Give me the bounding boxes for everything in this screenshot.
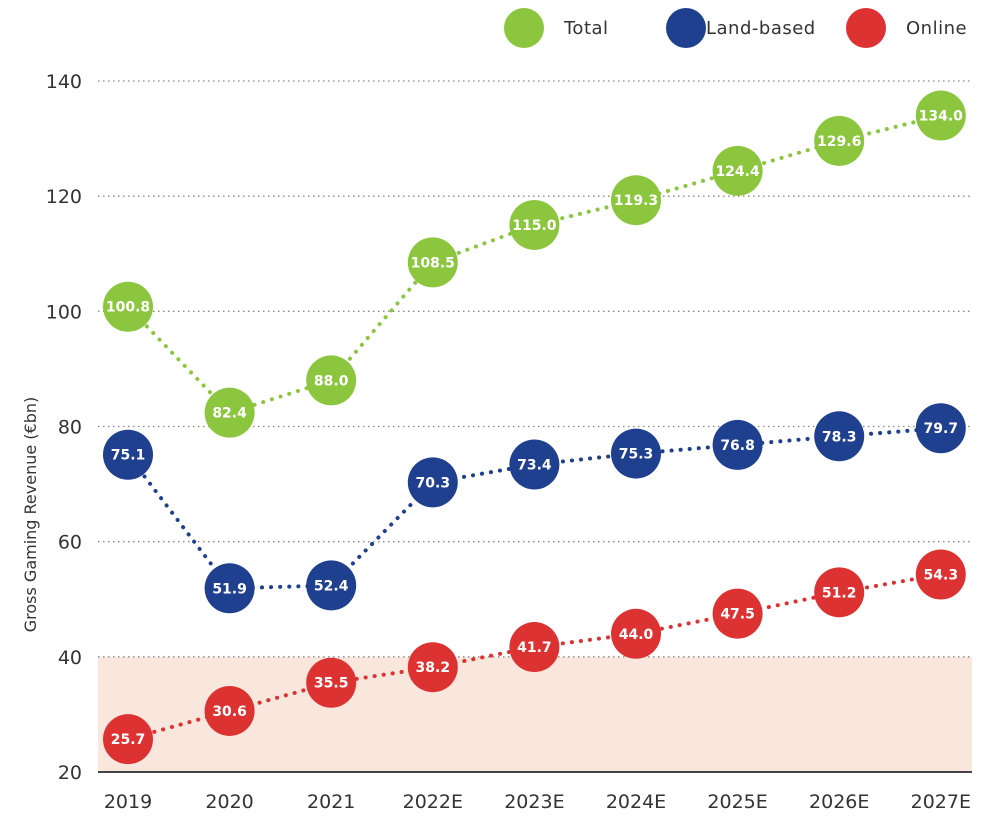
data-label: 76.8: [720, 438, 755, 454]
data-point: [306, 657, 357, 708]
data-label: 25.7: [111, 732, 146, 748]
data-point: [407, 237, 458, 288]
legend-item: Total: [504, 8, 609, 48]
data-label: 70.3: [416, 475, 451, 491]
x-tick-label: 2020: [205, 791, 253, 813]
y-tick-label: 60: [58, 532, 82, 554]
data-label: 41.7: [517, 640, 552, 656]
x-tick-label: 2023E: [504, 791, 564, 813]
data-point: [509, 199, 560, 250]
data-point: [611, 608, 661, 659]
x-tick-label: 2024E: [606, 791, 666, 813]
y-tick-label: 40: [58, 647, 82, 669]
y-tick-label: 80: [58, 417, 82, 439]
data-label: 134.0: [919, 109, 964, 125]
data-point: [814, 411, 865, 462]
x-tick-label: 2019: [104, 791, 152, 813]
data-point: [103, 281, 153, 332]
data-label: 79.7: [924, 421, 959, 437]
data-point: [712, 419, 763, 470]
data-point: [509, 622, 560, 673]
series-total: 100.8 82.4 88.0 108.5 115.0 119.3 124.4 129.6 13…: [103, 90, 966, 438]
data-label: 54.3: [924, 567, 959, 583]
data-label: 124.4: [715, 164, 760, 180]
data-label: 129.6: [817, 134, 861, 150]
data-point: [407, 457, 458, 508]
data-label: 78.3: [822, 429, 857, 445]
data-label: 119.3: [614, 193, 658, 209]
data-label: 82.4: [212, 406, 247, 422]
x-tick-label: 2027E: [911, 791, 971, 813]
data-label: 115.0: [512, 218, 557, 234]
data-point: [509, 439, 560, 490]
data-label: 30.6: [212, 704, 247, 720]
data-point: [915, 403, 966, 454]
legend-swatch: [666, 8, 706, 48]
series-layer: 100.8 82.4 88.0 108.5 115.0 119.3 124.4 129.6 13…: [103, 90, 966, 765]
y-tick-label: 20: [58, 762, 82, 784]
x-tick-label: 2026E: [809, 791, 869, 813]
data-label: 44.0: [619, 627, 654, 643]
data-point: [204, 685, 255, 736]
data-label: 47.5: [720, 607, 755, 623]
legend-swatch: [846, 8, 886, 48]
series-online: 25.7 30.6 35.5 38.2 41.7 44.0 47.5 51.2 54.3: [103, 549, 966, 765]
legend-label: Total: [563, 18, 609, 39]
x-tick-label: 2025E: [707, 791, 767, 813]
legend-item: Online: [846, 8, 967, 48]
data-point: [103, 714, 153, 765]
y-axis-ticks: 20 40 60 80 100 120 140: [46, 71, 82, 784]
data-label: 75.1: [111, 448, 146, 464]
data-label: 51.2: [822, 585, 857, 601]
data-point: [814, 567, 865, 618]
data-label: 35.5: [314, 676, 349, 692]
data-label: 52.4: [314, 578, 349, 594]
data-point: [103, 429, 153, 480]
y-tick-label: 120: [46, 186, 82, 208]
legend-label: Land-based: [706, 18, 816, 39]
y-axis-label: Gross Gaming Revenue (€bn): [21, 397, 40, 633]
data-point: [712, 145, 763, 196]
data-point: [915, 549, 966, 600]
data-label: 88.0: [314, 373, 349, 389]
data-point: [407, 642, 458, 693]
data-label: 75.3: [619, 447, 654, 463]
legend-item: Land-based: [666, 8, 816, 48]
data-label: 73.4: [517, 458, 552, 474]
data-label: 108.5: [411, 255, 455, 271]
data-point: [611, 428, 661, 479]
data-point: [712, 588, 763, 639]
data-label: 51.9: [212, 581, 247, 597]
data-point: [915, 90, 966, 141]
series-land-based: 75.1 51.9 52.4 70.3 73.4 75.3 76.8 78.3 79.7: [103, 403, 966, 614]
legend: Total Land-based Online: [504, 8, 967, 48]
x-tick-label: 2022E: [403, 791, 463, 813]
data-point: [204, 563, 255, 614]
data-point: [814, 115, 865, 166]
legend-swatch: [504, 8, 544, 48]
data-point: [204, 387, 255, 438]
series-line: [126, 113, 943, 415]
x-axis-ticks: 2019 2020 2021 2022E 2023E 2024E 2025E 2026E 202…: [104, 791, 971, 813]
y-tick-label: 140: [46, 71, 82, 93]
data-label: 100.8: [106, 300, 150, 316]
data-label: 38.2: [416, 660, 451, 676]
legend-label: Online: [906, 18, 967, 39]
x-tick-label: 2021: [307, 791, 355, 813]
y-tick-label: 100: [46, 301, 82, 323]
data-point: [306, 355, 357, 406]
data-point: [306, 560, 357, 611]
data-point: [611, 175, 661, 226]
